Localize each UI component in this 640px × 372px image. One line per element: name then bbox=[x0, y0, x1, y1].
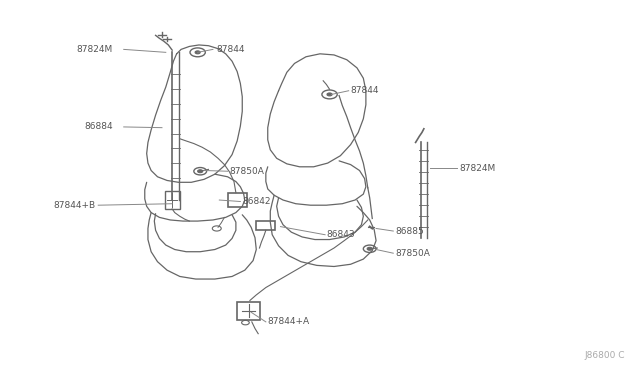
Text: J86800 C: J86800 C bbox=[584, 350, 625, 359]
Bar bbox=[164, 191, 180, 209]
Text: 87824M: 87824M bbox=[77, 45, 113, 54]
Text: 86842: 86842 bbox=[243, 197, 271, 206]
Circle shape bbox=[198, 170, 203, 173]
Text: 86884: 86884 bbox=[84, 122, 113, 131]
Text: 87850A: 87850A bbox=[230, 167, 264, 176]
Circle shape bbox=[195, 51, 200, 54]
Bar bbox=[256, 221, 275, 230]
Text: 87850A: 87850A bbox=[395, 249, 430, 258]
Text: 87844: 87844 bbox=[217, 45, 245, 54]
Text: 86843: 86843 bbox=[326, 230, 355, 239]
Text: 87844+B: 87844+B bbox=[54, 201, 96, 210]
Bar bbox=[237, 302, 260, 320]
Circle shape bbox=[367, 247, 372, 250]
Circle shape bbox=[327, 93, 332, 96]
Bar bbox=[228, 193, 246, 208]
Text: 87844+A: 87844+A bbox=[268, 317, 310, 326]
Text: 87824M: 87824M bbox=[459, 164, 495, 173]
Text: 87844: 87844 bbox=[351, 86, 379, 95]
Text: 86885: 86885 bbox=[395, 227, 424, 235]
